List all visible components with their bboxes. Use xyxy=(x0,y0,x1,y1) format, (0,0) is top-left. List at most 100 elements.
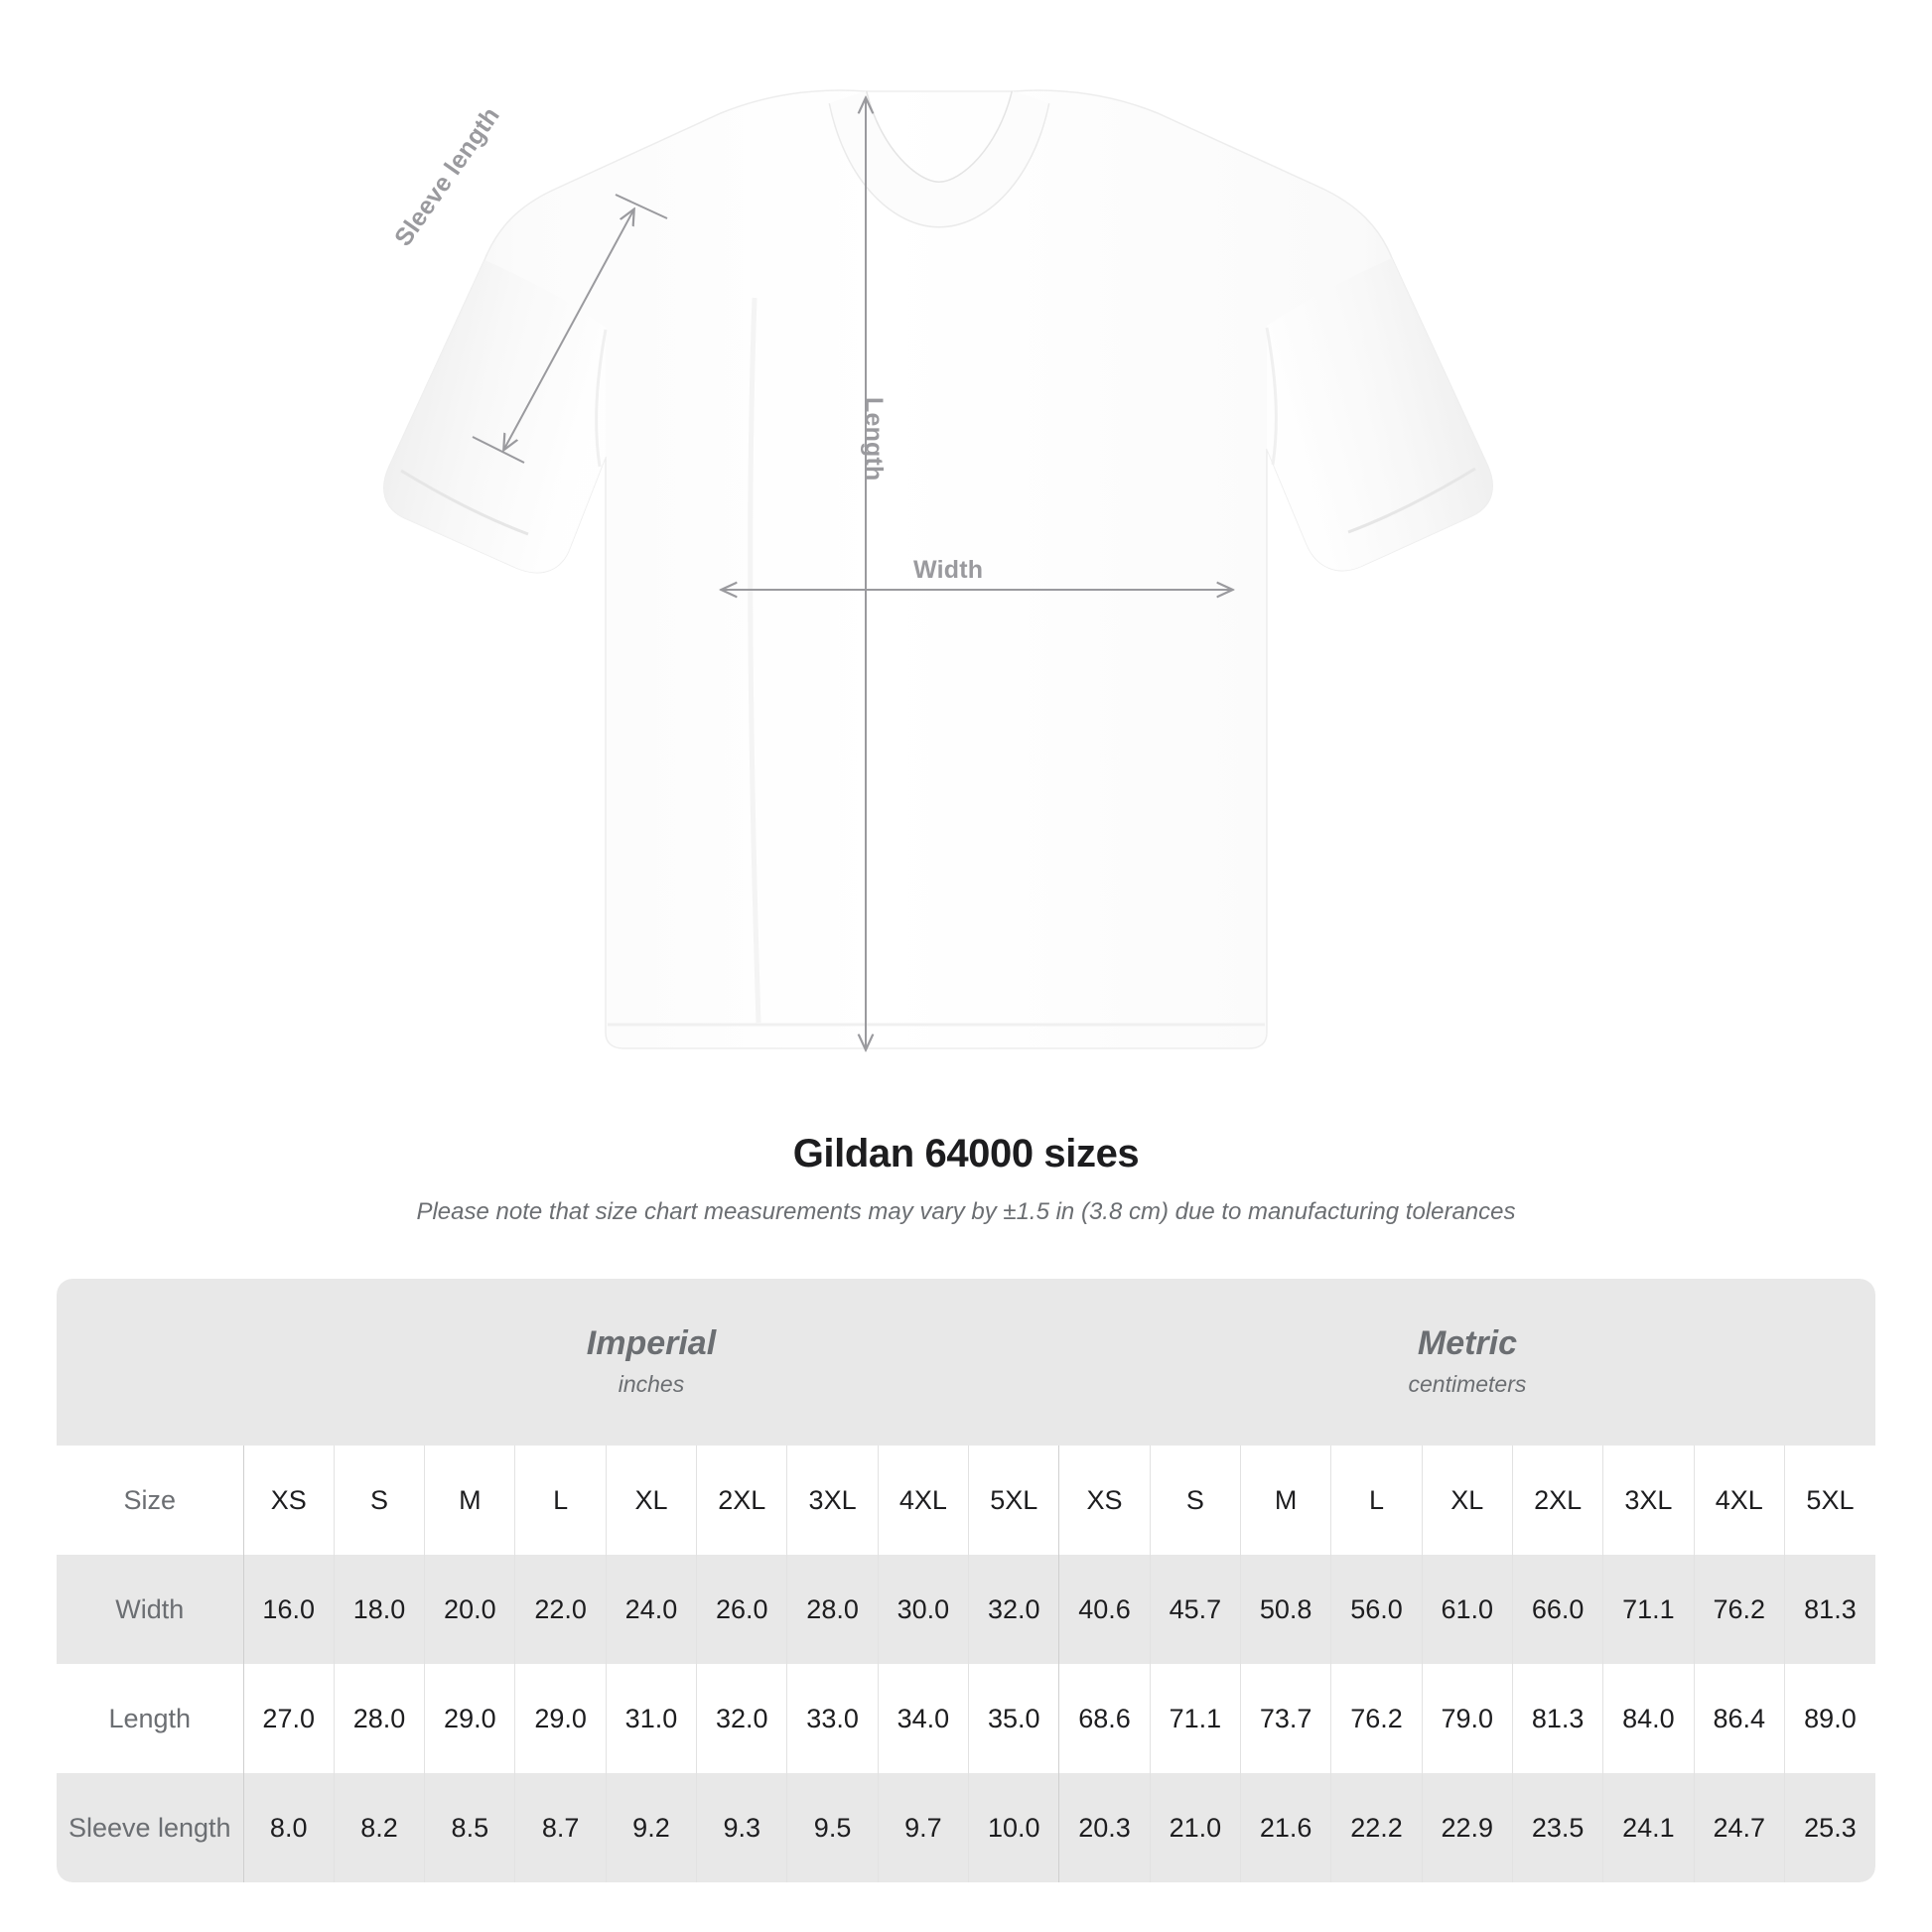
sleeve-metric-5xl: 25.3 xyxy=(1783,1773,1875,1882)
size-metric-3xl: 3XL xyxy=(1602,1446,1695,1555)
length-metric-xs: 68.6 xyxy=(1058,1664,1151,1773)
size-imperial-2xl: 2XL xyxy=(696,1446,787,1555)
size-imperial-l: L xyxy=(514,1446,607,1555)
length-imperial-2xl: 32.0 xyxy=(696,1664,787,1773)
width-imperial-xl: 24.0 xyxy=(605,1555,697,1664)
size-imperial-xs: XS xyxy=(242,1446,335,1555)
size-table-container: Imperial inches Metric centimeters Size … xyxy=(57,1279,1875,1882)
sleeve-imperial-2xl: 9.3 xyxy=(696,1773,787,1882)
table-row-sleeve-length: Sleeve length 8.0 8.2 8.5 8.7 9.2 9.3 9.… xyxy=(57,1773,1875,1882)
length-metric-3xl: 84.0 xyxy=(1602,1664,1695,1773)
dimension-lines xyxy=(472,99,1231,1048)
size-metric-xs: XS xyxy=(1058,1446,1151,1555)
sleeve-imperial-m: 8.5 xyxy=(424,1773,515,1882)
tshirt-garment xyxy=(383,89,1493,1049)
title-block: Gildan 64000 sizes Please note that size… xyxy=(0,1132,1932,1226)
width-metric-3xl: 71.1 xyxy=(1602,1555,1695,1664)
sleeve-imperial-5xl: 10.0 xyxy=(968,1773,1059,1882)
length-imperial-l: 29.0 xyxy=(514,1664,607,1773)
tolerance-note: Please note that size chart measurements… xyxy=(416,1198,1516,1225)
size-table: Imperial inches Metric centimeters Size … xyxy=(57,1279,1875,1882)
width-metric-xl: 61.0 xyxy=(1421,1555,1513,1664)
length-metric-l: 76.2 xyxy=(1330,1664,1423,1773)
unit-metric-sub: centimeters xyxy=(1408,1371,1527,1398)
length-imperial-3xl: 33.0 xyxy=(786,1664,879,1773)
length-metric-m: 73.7 xyxy=(1240,1664,1331,1773)
size-imperial-3xl: 3XL xyxy=(786,1446,879,1555)
width-metric-s: 45.7 xyxy=(1149,1555,1241,1664)
length-imperial-s: 28.0 xyxy=(333,1664,425,1773)
size-metric-4xl: 4XL xyxy=(1693,1446,1785,1555)
length-imperial-5xl: 35.0 xyxy=(968,1664,1059,1773)
unit-imperial-sub: inches xyxy=(618,1371,685,1398)
row-header-sleeve-length: Sleeve length xyxy=(57,1773,244,1882)
unit-header-metric: Metric centimeters xyxy=(1058,1279,1875,1446)
sleeve-metric-xl: 22.9 xyxy=(1421,1773,1513,1882)
table-row-length: Length 27.0 28.0 29.0 29.0 31.0 32.0 33.… xyxy=(57,1664,1875,1773)
tshirt-diagram-svg xyxy=(383,89,1493,1102)
sleeve-metric-2xl: 23.5 xyxy=(1511,1773,1603,1882)
size-metric-5xl: 5XL xyxy=(1783,1446,1875,1555)
width-imperial-5xl: 32.0 xyxy=(968,1555,1059,1664)
size-metric-s: S xyxy=(1149,1446,1241,1555)
width-metric-2xl: 66.0 xyxy=(1511,1555,1603,1664)
size-imperial-5xl: 5XL xyxy=(968,1446,1059,1555)
width-metric-5xl: 81.3 xyxy=(1783,1555,1875,1664)
table-row-size: Size XS S M L XL 2XL 3XL 4XL 5XL XS S M … xyxy=(57,1446,1875,1555)
size-metric-2xl: 2XL xyxy=(1511,1446,1603,1555)
width-imperial-s: 18.0 xyxy=(333,1555,425,1664)
sleeve-imperial-xl: 9.2 xyxy=(605,1773,697,1882)
unit-header-row: Imperial inches Metric centimeters xyxy=(57,1279,1875,1446)
length-imperial-m: 29.0 xyxy=(424,1664,515,1773)
row-header-length: Length xyxy=(57,1664,244,1773)
sleeve-dimension-line xyxy=(504,210,633,449)
length-metric-5xl: 89.0 xyxy=(1783,1664,1875,1773)
width-label: Width xyxy=(913,556,984,584)
length-metric-4xl: 86.4 xyxy=(1693,1664,1785,1773)
sleeve-imperial-s: 8.2 xyxy=(333,1773,425,1882)
length-imperial-xs: 27.0 xyxy=(242,1664,335,1773)
tshirt-illustration: Sleeve length Length Width xyxy=(383,89,1493,1102)
size-imperial-xl: XL xyxy=(605,1446,697,1555)
length-imperial-4xl: 34.0 xyxy=(877,1664,969,1773)
size-metric-xl: XL xyxy=(1421,1446,1513,1555)
width-imperial-xs: 16.0 xyxy=(242,1555,335,1664)
sleeve-imperial-4xl: 9.7 xyxy=(877,1773,969,1882)
length-metric-s: 71.1 xyxy=(1149,1664,1241,1773)
sleeve-metric-xs: 20.3 xyxy=(1058,1773,1151,1882)
sleeve-imperial-l: 8.7 xyxy=(514,1773,607,1882)
size-imperial-s: S xyxy=(333,1446,425,1555)
sleeve-imperial-3xl: 9.5 xyxy=(786,1773,879,1882)
size-imperial-4xl: 4XL xyxy=(877,1446,969,1555)
size-metric-l: L xyxy=(1330,1446,1423,1555)
width-imperial-m: 20.0 xyxy=(424,1555,515,1664)
row-header-width: Width xyxy=(57,1555,244,1664)
width-imperial-2xl: 26.0 xyxy=(696,1555,787,1664)
width-imperial-3xl: 28.0 xyxy=(786,1555,879,1664)
sleeve-metric-l: 22.2 xyxy=(1330,1773,1423,1882)
page-title: Gildan 64000 sizes xyxy=(792,1132,1140,1175)
unit-header-spacer xyxy=(57,1279,244,1446)
sleeve-metric-m: 21.6 xyxy=(1240,1773,1331,1882)
width-imperial-4xl: 30.0 xyxy=(877,1555,969,1664)
length-metric-xl: 79.0 xyxy=(1421,1664,1513,1773)
width-metric-l: 56.0 xyxy=(1330,1555,1423,1664)
sleeve-metric-4xl: 24.7 xyxy=(1693,1773,1785,1882)
sleeve-metric-s: 21.0 xyxy=(1149,1773,1241,1882)
unit-metric-name: Metric xyxy=(1417,1323,1518,1362)
sleeve-imperial-xs: 8.0 xyxy=(242,1773,335,1882)
length-imperial-xl: 31.0 xyxy=(605,1664,697,1773)
sleeve-metric-3xl: 24.1 xyxy=(1602,1773,1695,1882)
width-metric-4xl: 76.2 xyxy=(1693,1555,1785,1664)
unit-imperial-name: Imperial xyxy=(586,1323,717,1362)
table-row-width: Width 16.0 18.0 20.0 22.0 24.0 26.0 28.0… xyxy=(57,1555,1875,1664)
width-imperial-l: 22.0 xyxy=(514,1555,607,1664)
size-metric-m: M xyxy=(1240,1446,1331,1555)
unit-header-imperial: Imperial inches xyxy=(243,1279,1059,1446)
size-imperial-m: M xyxy=(424,1446,515,1555)
width-metric-m: 50.8 xyxy=(1240,1555,1331,1664)
length-metric-2xl: 81.3 xyxy=(1511,1664,1603,1773)
row-header-size: Size xyxy=(57,1446,244,1555)
length-label: Length xyxy=(860,397,888,482)
